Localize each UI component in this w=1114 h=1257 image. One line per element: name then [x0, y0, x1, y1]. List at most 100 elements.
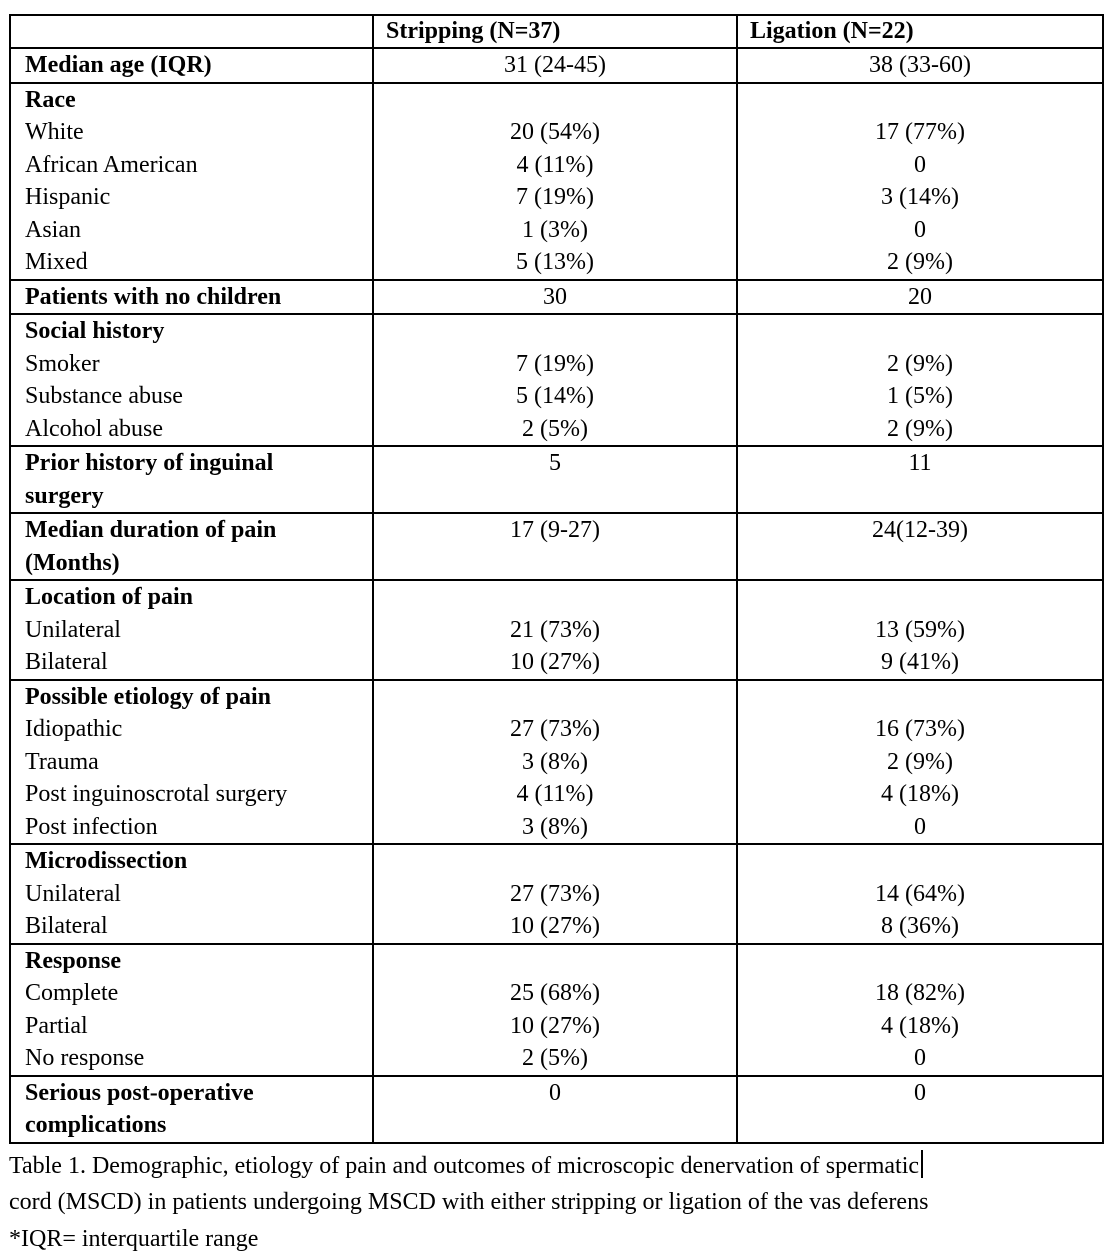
ligation-value: 1 (5%) — [738, 380, 1102, 413]
group-heading: Location of pain — [25, 581, 372, 614]
spacer — [374, 315, 736, 348]
ligation-value: 16 (73%) — [738, 713, 1102, 746]
header-empty-cell — [10, 15, 373, 48]
stripping-value: 31 (24-45) — [374, 49, 736, 82]
ligation-value: 13 (59%) — [738, 614, 1102, 647]
item-label: Unilateral — [25, 614, 372, 647]
item-label: African American — [25, 149, 372, 182]
stripping-value: 0 — [374, 1077, 736, 1110]
stripping-value: 5 (13%) — [374, 246, 736, 279]
ligation-value: 14 (64%) — [738, 878, 1102, 911]
document: Stripping (N=37) Ligation (N=22) Median … — [9, 14, 1102, 1257]
ligation-value: 0 — [738, 1077, 1102, 1110]
stripping-value: 10 (27%) — [374, 1010, 736, 1043]
stripping-cell: 7 (19%)5 (14%)2 (5%) — [373, 314, 737, 446]
ligation-value: 2 (9%) — [738, 746, 1102, 779]
item-label: Mixed — [25, 246, 372, 279]
stripping-value: 7 (19%) — [374, 348, 736, 381]
ligation-value: 2 (9%) — [738, 348, 1102, 381]
item-label: Alcohol abuse — [25, 413, 372, 446]
table-body: Median age (IQR)31 (24-45)38 (33-60)Race… — [10, 48, 1103, 1143]
item-label: Asian — [25, 214, 372, 247]
spacer — [738, 945, 1102, 978]
group-heading: Response — [25, 945, 372, 978]
ligation-cell: 14 (64%)8 (36%) — [737, 844, 1103, 944]
item-label: Trauma — [25, 746, 372, 779]
header-stripping: Stripping (N=37) — [373, 15, 737, 48]
stripping-value: 2 (5%) — [374, 413, 736, 446]
stripping-value: 10 (27%) — [374, 910, 736, 943]
item-label: Post inguinoscrotal surgery — [25, 778, 372, 811]
stripping-value: 21 (73%) — [374, 614, 736, 647]
ligation-value: 4 (18%) — [738, 778, 1102, 811]
row-label-line: (Months) — [25, 547, 372, 580]
ligation-value: 38 (33-60) — [738, 49, 1102, 82]
item-label: Post infection — [25, 811, 372, 844]
table-caption: Table 1. Demographic, etiology of pain a… — [9, 1148, 1102, 1257]
row-label-cell: Median age (IQR) — [10, 48, 373, 83]
stripping-cell: 20 (54%)4 (11%)7 (19%)1 (3%)5 (13%) — [373, 83, 737, 280]
item-label: White — [25, 116, 372, 149]
ligation-value: 2 (9%) — [738, 246, 1102, 279]
ligation-value: 4 (18%) — [738, 1010, 1102, 1043]
item-label: Idiopathic — [25, 713, 372, 746]
group-heading: Possible etiology of pain — [25, 681, 372, 714]
stripping-value: 27 (73%) — [374, 713, 736, 746]
spacer — [738, 845, 1102, 878]
stripping-value: 1 (3%) — [374, 214, 736, 247]
table-row: Median duration of pain(Months)17 (9-27)… — [10, 513, 1103, 580]
stripping-value: 17 (9-27) — [374, 514, 736, 547]
ligation-value: 3 (14%) — [738, 181, 1102, 214]
stripping-cell: 17 (9-27) — [373, 513, 737, 580]
item-label: Substance abuse — [25, 380, 372, 413]
group-heading: Microdissection — [25, 845, 372, 878]
caption-line-2: cord (MSCD) in patients undergoing MSCD … — [9, 1184, 1102, 1221]
stripping-value: 3 (8%) — [374, 746, 736, 779]
stripping-cell: 0 — [373, 1076, 737, 1143]
spacer — [738, 84, 1102, 117]
stripping-value: 4 (11%) — [374, 149, 736, 182]
ligation-cell: 20 — [737, 280, 1103, 315]
item-label: Hispanic — [25, 181, 372, 214]
stripping-value: 3 (8%) — [374, 811, 736, 844]
stripping-value: 2 (5%) — [374, 1042, 736, 1075]
ligation-cell: 16 (73%)2 (9%)4 (18%)0 — [737, 680, 1103, 845]
ligation-cell: 11 — [737, 446, 1103, 513]
item-label: Smoker — [25, 348, 372, 381]
table-row: Median age (IQR)31 (24-45)38 (33-60) — [10, 48, 1103, 83]
ligation-cell: 13 (59%)9 (41%) — [737, 580, 1103, 680]
group-heading: Social history — [25, 315, 372, 348]
stripping-cell: 31 (24-45) — [373, 48, 737, 83]
spacer — [738, 681, 1102, 714]
ligation-value: 0 — [738, 811, 1102, 844]
ligation-value: 0 — [738, 214, 1102, 247]
stripping-value: 30 — [374, 281, 736, 314]
row-label-line: Prior history of inguinal — [25, 447, 372, 480]
stripping-value: 7 (19%) — [374, 181, 736, 214]
row-label-cell: Patients with no children — [10, 280, 373, 315]
row-label-line: Median duration of pain — [25, 514, 372, 547]
stripping-value: 5 (14%) — [374, 380, 736, 413]
text-cursor — [921, 1150, 923, 1178]
item-label: Partial — [25, 1010, 372, 1043]
item-label: Unilateral — [25, 878, 372, 911]
item-label: Bilateral — [25, 646, 372, 679]
ligation-value: 11 — [738, 447, 1102, 480]
stripping-value: 20 (54%) — [374, 116, 736, 149]
stripping-value: 25 (68%) — [374, 977, 736, 1010]
